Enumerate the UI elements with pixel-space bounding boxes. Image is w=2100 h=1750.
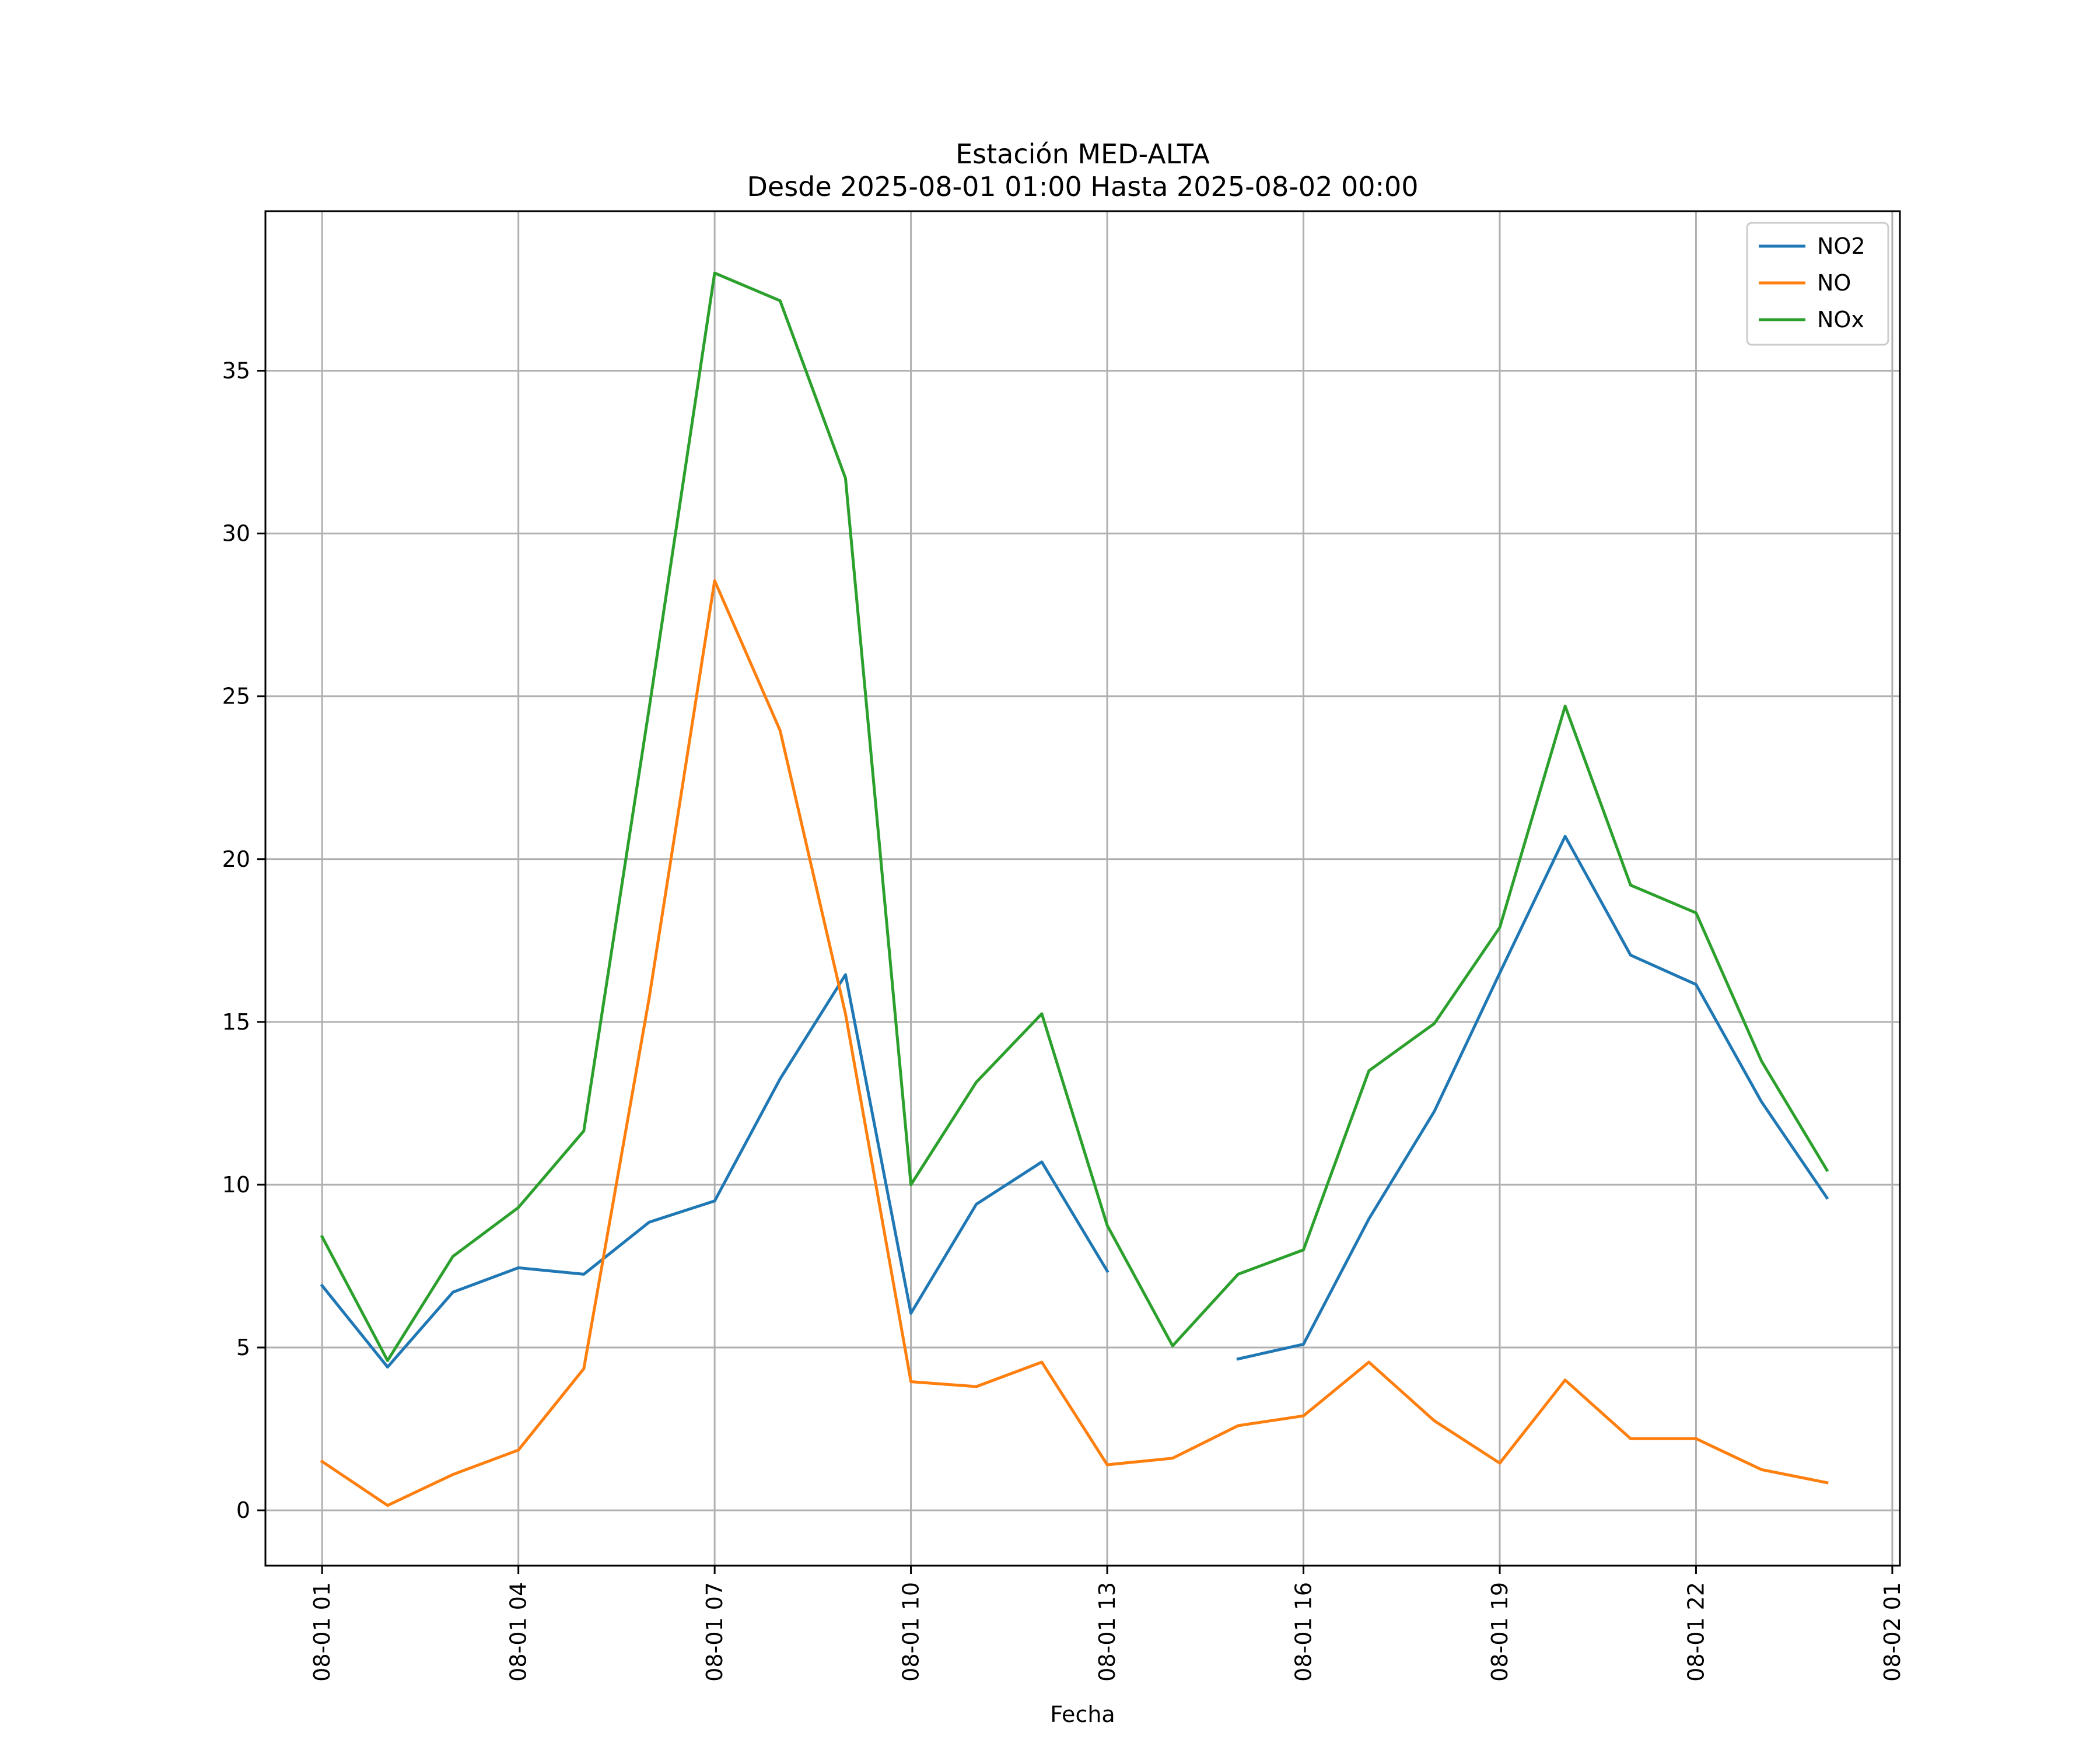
legend-label: NOx [1817, 307, 1864, 332]
y-tick-label: 35 [222, 358, 250, 384]
x-tick-label: 08-01 13 [1094, 1582, 1120, 1682]
y-tick-label: 30 [222, 521, 250, 547]
y-tick-label: 0 [236, 1497, 250, 1523]
x-tick-label: 08-01 07 [702, 1582, 727, 1682]
y-tick-label: 20 [222, 846, 250, 872]
series-line-no2 [320, 835, 1829, 1368]
legend-label: NO [1817, 270, 1851, 296]
x-tick-label: 08-02 01 [1880, 1582, 1905, 1682]
x-tick-label: 08-01 01 [309, 1582, 335, 1682]
x-tick-label: 08-01 16 [1291, 1582, 1317, 1682]
series-lines [320, 271, 1829, 1507]
y-axis: 0 5 10 15 20 25 30 35 [222, 358, 265, 1523]
chart-subtitle: Desde 2025-08-01 01:00 Hasta 2025-08-02 … [747, 171, 1418, 202]
x-tick-label: 08-01 22 [1683, 1582, 1709, 1682]
x-axis: 08-01 01 08-01 04 08-01 07 08-01 10 08-01 13… [309, 1566, 1905, 1682]
series-line-no [320, 579, 1829, 1507]
y-tick-label: 25 [222, 684, 250, 709]
y-tick-label: 10 [222, 1172, 250, 1198]
legend-box [1746, 222, 1889, 346]
legend-label: NO2 [1817, 233, 1866, 259]
x-axis-label: Fecha [1050, 1702, 1115, 1727]
plot-frame [264, 210, 1901, 1567]
chart-title: Estación MED-ALTA [956, 138, 1210, 170]
legend: NO2 NO NOx [1746, 222, 1889, 346]
y-tick-label: 5 [236, 1335, 250, 1360]
grid [265, 211, 1900, 1566]
x-tick-label: 08-01 10 [898, 1582, 924, 1682]
series-line-nox [320, 271, 1829, 1362]
x-tick-label: 08-01 04 [506, 1582, 531, 1682]
y-tick-label: 15 [222, 1009, 250, 1035]
x-tick-label: 08-01 19 [1487, 1582, 1513, 1682]
